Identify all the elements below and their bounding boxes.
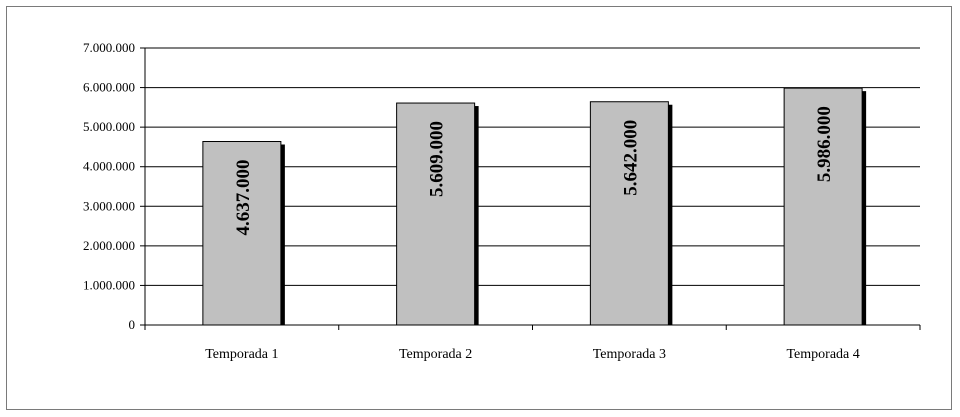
y-tick-label: 6.000.000 [83,80,135,95]
y-tick-label: 5.000.000 [83,119,135,134]
data-label: 5.609.000 [427,121,448,197]
y-tick-label: 4.000.000 [83,159,135,174]
bar [589,101,669,326]
x-tick-label: Temporada 2 [399,347,472,362]
data-label: 5.642.000 [620,120,641,196]
x-tick-label: Temporada 3 [593,347,666,362]
y-tick-labels: 0 1.000.000 2.000.000 3.000.000 4.000.000 5.0… [83,40,135,332]
y-tick-label: 0 [129,317,136,332]
x-tick-label: Temporada 1 [205,347,278,362]
bar [396,102,476,326]
y-tick-label: 1.000.000 [83,277,135,292]
y-tick-label: 3.000.000 [83,198,135,213]
y-tick-label: 7.000.000 [83,40,135,55]
bars: 4.637.000 5.609.000 5.642.000 5.986.000 [202,87,867,326]
x-tick-label: Temporada 4 [786,347,859,362]
data-label: 5.986.000 [814,106,835,182]
bar [783,87,863,326]
data-label: 4.637.000 [233,160,254,236]
bar [202,141,282,326]
y-tick-label: 2.000.000 [83,238,135,253]
x-tick-labels: Temporada 1 Temporada 2 Temporada 3 Tempora… [205,347,860,362]
